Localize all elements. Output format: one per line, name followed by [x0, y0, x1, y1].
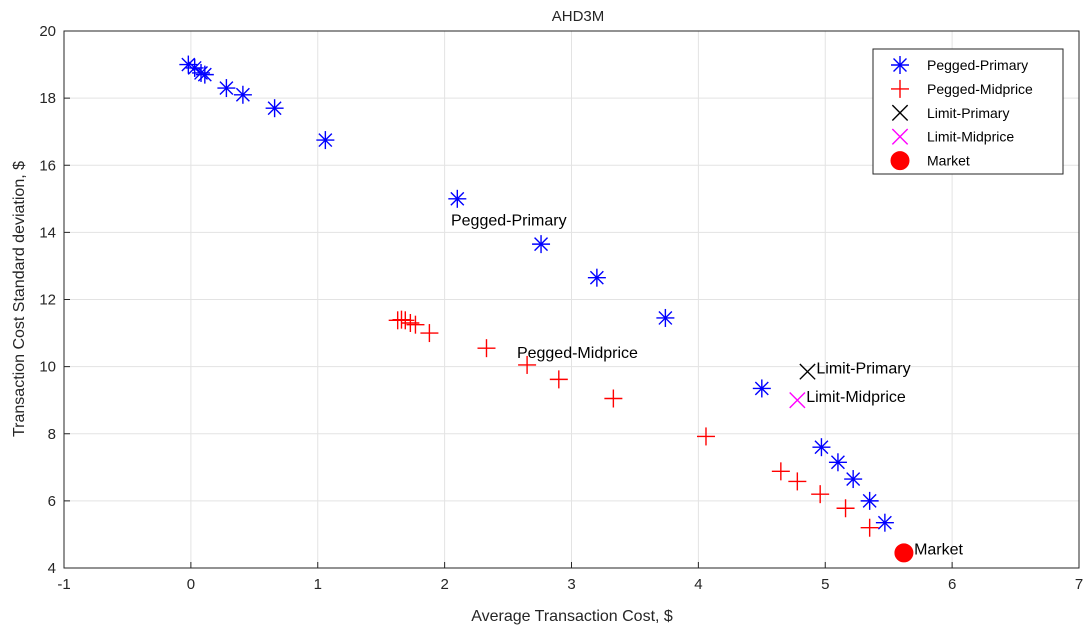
data-point: [812, 438, 831, 457]
data-point: [420, 324, 439, 343]
legend-label: Limit-Midprice: [927, 129, 1014, 145]
data-point: [604, 389, 623, 408]
annotation-label: Pegged-Primary: [451, 213, 567, 230]
series-limit-primary: [799, 363, 816, 380]
data-point: [811, 485, 830, 504]
legend-marker: [891, 128, 909, 145]
y-tick-label: 18: [39, 90, 56, 107]
y-tick-label: 4: [48, 560, 56, 577]
data-point: [789, 392, 806, 409]
legend-item: Market: [890, 151, 970, 171]
data-point: [448, 189, 467, 208]
data-point: [875, 513, 894, 532]
legend-label: Limit-Primary: [927, 105, 1009, 121]
data-point: [549, 370, 568, 389]
x-axis-label: Average Transaction Cost, $: [471, 608, 673, 625]
legend-item: Pegged-Primary: [891, 56, 1028, 74]
y-axis-label: Transaction Cost Standard deviation, $: [11, 161, 28, 437]
legend-marker: [891, 104, 909, 121]
annotation-label: Limit-Primary: [816, 360, 910, 377]
data-point: [752, 379, 771, 398]
x-tick-label: 4: [694, 576, 702, 593]
data-point: [656, 308, 675, 327]
legend-marker: [891, 79, 909, 98]
y-tick-label: 10: [39, 359, 56, 376]
y-tick-label: 6: [48, 493, 56, 510]
series-limit-midprice: [789, 392, 806, 409]
data-point: [828, 453, 847, 472]
y-tick-label: 20: [39, 23, 56, 40]
data-point: [860, 518, 879, 537]
legend-item: Limit-Primary: [891, 104, 1009, 121]
data-point: [836, 499, 855, 518]
y-tick-label: 14: [39, 224, 56, 241]
legend-item: Pegged-Midprice: [891, 79, 1033, 98]
x-tick-label: 5: [821, 576, 829, 593]
legend-marker: [891, 56, 909, 74]
x-tick-label: 7: [1075, 576, 1083, 593]
data-point: [406, 315, 425, 334]
data-point: [894, 543, 914, 563]
series-pegged-midprice: [388, 310, 879, 537]
data-point: [860, 491, 879, 510]
series-market: [894, 543, 914, 563]
data-point: [696, 427, 715, 446]
legend-label: Pegged-Primary: [927, 57, 1028, 73]
annotation-label: Pegged-Midprice: [517, 345, 638, 362]
x-tick-label: 1: [314, 576, 322, 593]
data-point: [532, 235, 551, 254]
series-pegged-primary: [179, 55, 894, 532]
legend-label: Pegged-Midprice: [927, 81, 1033, 97]
chart-title: AHD3M: [552, 8, 605, 25]
data-point: [477, 339, 496, 358]
x-tick-label: 2: [440, 576, 448, 593]
legend: Pegged-Primary Pegged-Midprice Limit-Prima…: [872, 48, 1064, 175]
data-point: [396, 311, 415, 330]
annotations: Pegged-Primary Pegged-Midprice Limit-Prima…: [451, 213, 964, 559]
data-point: [771, 462, 790, 481]
data-point: [518, 355, 537, 374]
data-point: [195, 65, 214, 84]
data-point: [799, 363, 816, 380]
x-tick-label: 0: [187, 576, 195, 593]
data-point: [217, 79, 236, 98]
y-tick-label: 8: [48, 426, 56, 443]
annotation-label: Market: [914, 542, 963, 559]
data-point: [587, 268, 606, 287]
x-tick-label: 3: [567, 576, 575, 593]
legend-label: Market: [927, 153, 970, 169]
data-point: [316, 131, 335, 150]
x-tick-label: 6: [948, 576, 956, 593]
data-point: [401, 313, 420, 332]
data-point: [265, 99, 284, 118]
data-point: [788, 472, 807, 491]
y-tick-label: 16: [39, 157, 56, 174]
data-series: [179, 55, 914, 563]
data-point: [233, 85, 252, 104]
legend-marker: [890, 151, 910, 171]
y-tick-label: 12: [39, 292, 56, 309]
data-point: [844, 470, 863, 489]
legend-item: Limit-Midprice: [891, 128, 1014, 145]
annotation-label: Limit-Midprice: [806, 389, 906, 406]
x-tick-label: -1: [57, 576, 70, 593]
